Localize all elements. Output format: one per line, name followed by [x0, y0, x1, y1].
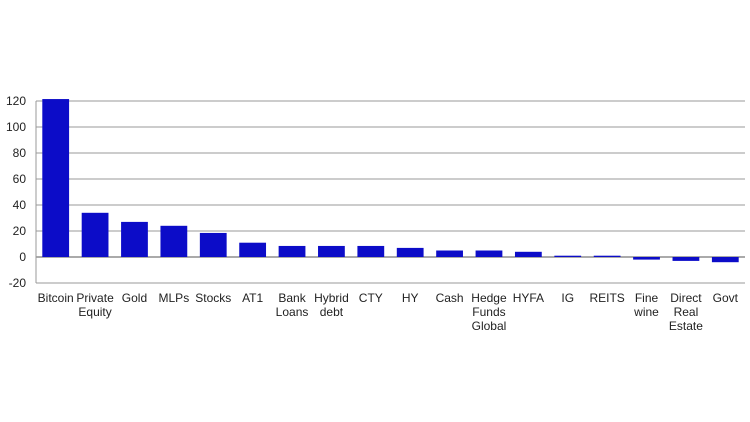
- x-tick-label: Hedge Funds Global: [471, 291, 507, 333]
- x-tick-label: Stocks: [195, 291, 231, 305]
- y-tick-label: -20: [9, 276, 27, 290]
- bar: [711, 257, 739, 263]
- y-tick-label: 40: [13, 198, 27, 212]
- y-tick-label: 100: [6, 120, 26, 134]
- x-tick-label: AT1: [242, 291, 263, 305]
- y-tick-label: 20: [13, 224, 27, 238]
- bar: [199, 232, 227, 257]
- bar: [239, 242, 267, 257]
- x-tick-label: Gold: [122, 291, 147, 305]
- y-tick-label: 120: [6, 94, 26, 108]
- bar: [160, 225, 188, 257]
- x-tick-label: Direct Real Estate: [669, 291, 703, 333]
- bar: [396, 247, 424, 257]
- x-tick-label: CTY: [359, 291, 383, 305]
- bar: [436, 250, 463, 257]
- bar: [121, 221, 148, 257]
- x-tick-label: Bitcoin: [38, 291, 74, 305]
- x-tick-label: Fine wine: [633, 291, 659, 319]
- x-tick-label: MLPs: [159, 291, 190, 305]
- x-tick-label: IG: [561, 291, 574, 305]
- x-tick-label: HYFA: [513, 291, 544, 305]
- bar: [357, 245, 385, 257]
- bar: [278, 245, 306, 257]
- x-tick-label: HY: [402, 291, 419, 305]
- x-tick-label: Hybrid debt: [314, 291, 349, 319]
- bar: [81, 212, 109, 257]
- bar: [475, 250, 503, 257]
- x-tick-label: REITS: [589, 291, 624, 305]
- bar: [554, 255, 582, 257]
- bar: [42, 99, 70, 257]
- y-tick-label: 0: [19, 250, 26, 264]
- y-tick-label: 80: [13, 146, 27, 160]
- bar: [633, 257, 660, 260]
- x-tick-label: Cash: [436, 291, 464, 305]
- bar: [514, 251, 542, 257]
- y-tick-label: 60: [13, 172, 27, 186]
- x-tick-label: Bank Loans: [276, 291, 309, 319]
- bar: [672, 257, 700, 261]
- x-tick-label: Govt: [713, 291, 739, 305]
- bar: [593, 255, 621, 257]
- bar: [318, 245, 345, 257]
- x-tick-label: Private Equity: [76, 291, 114, 319]
